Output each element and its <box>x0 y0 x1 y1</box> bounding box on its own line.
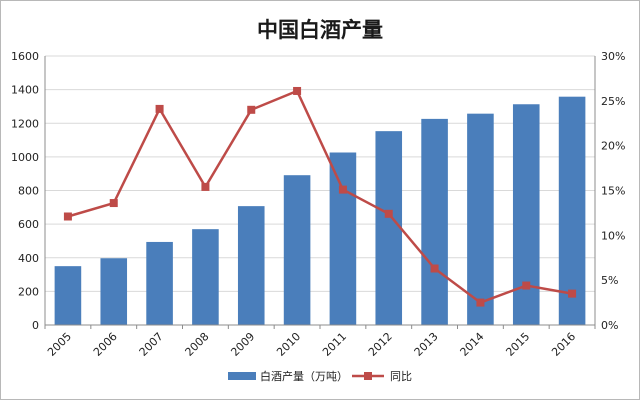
legend-label-line: 同比 <box>390 370 412 383</box>
bar <box>237 206 265 325</box>
bar <box>100 258 128 325</box>
bar <box>558 96 586 325</box>
x-tick-label: 2013 <box>412 330 441 359</box>
x-tick-label: 2016 <box>549 330 578 359</box>
legend-label-bar: 白酒产量（万吨） <box>260 369 348 383</box>
line-marker <box>201 182 210 191</box>
bar <box>375 131 403 325</box>
x-tick-label: 2009 <box>228 330 257 359</box>
line-marker <box>384 209 393 218</box>
y2-tick-label: 0% <box>601 319 618 332</box>
line-marker <box>338 185 347 194</box>
line-marker <box>430 264 439 273</box>
line-marker <box>476 298 485 307</box>
y-tick-label: 1600 <box>11 50 39 63</box>
y-tick-label: 1000 <box>11 151 39 164</box>
y2-tick-label: 15% <box>601 185 625 198</box>
x-tick-label: 2008 <box>183 330 212 359</box>
line-series <box>63 86 577 307</box>
y-tick-label: 600 <box>18 218 39 231</box>
y2-tick-label: 30% <box>601 50 625 63</box>
x-tick-label: 2014 <box>458 330 487 359</box>
x-tick-label: 2015 <box>503 330 532 359</box>
legend: 白酒产量（万吨） 同比 <box>228 369 412 383</box>
bar <box>146 241 173 325</box>
bar <box>512 104 540 325</box>
bar-series <box>54 96 586 326</box>
x-tick-label: 2005 <box>45 330 74 359</box>
bar <box>421 118 448 325</box>
gridlines <box>45 55 595 292</box>
x-tick-label: 2011 <box>320 330 349 359</box>
y2-tick-label: 25% <box>601 95 625 108</box>
y2-tick-labels: 0% 5% 10% 15% 20% 25% 30% <box>601 50 625 332</box>
line-marker <box>63 212 72 221</box>
y-tick-labels: 0 200 400 600 800 1000 1200 1400 1600 <box>11 50 39 332</box>
bar <box>283 175 311 325</box>
line-marker <box>522 281 531 290</box>
x-tick-label: 2012 <box>366 330 395 359</box>
line-marker <box>155 104 164 113</box>
y-tick-label: 200 <box>18 285 39 298</box>
y2-tick-label: 10% <box>601 229 625 242</box>
line-marker <box>109 199 118 208</box>
legend-marker-line <box>364 372 372 380</box>
bar <box>467 113 494 326</box>
bar <box>329 152 357 325</box>
y-tick-label: 800 <box>18 185 39 198</box>
line-path <box>67 89 573 304</box>
y2-tick-label: 5% <box>601 274 618 287</box>
x-tick-label: 2007 <box>137 330 166 359</box>
y-tick-label: 1400 <box>11 84 39 97</box>
line-marker <box>293 86 302 95</box>
line-marker <box>568 289 577 298</box>
y-tick-label: 1200 <box>11 117 39 130</box>
legend-swatch-bar <box>228 372 256 380</box>
y-tick-label: 400 <box>18 252 39 265</box>
y2-tick-label: 20% <box>601 140 625 153</box>
chart-title: 中国白酒产量 <box>257 18 383 42</box>
axes <box>44 56 596 329</box>
bar <box>54 266 82 325</box>
x-tick-label: 2010 <box>274 330 303 359</box>
line-marker <box>247 105 256 114</box>
y-tick-label: 0 <box>32 319 39 332</box>
bar <box>192 229 219 325</box>
x-tick-label: 2006 <box>91 330 120 359</box>
x-tick-labels: 2005 2006 2007 2008 2009 2010 2011 2012 2013 2014… <box>45 330 578 359</box>
